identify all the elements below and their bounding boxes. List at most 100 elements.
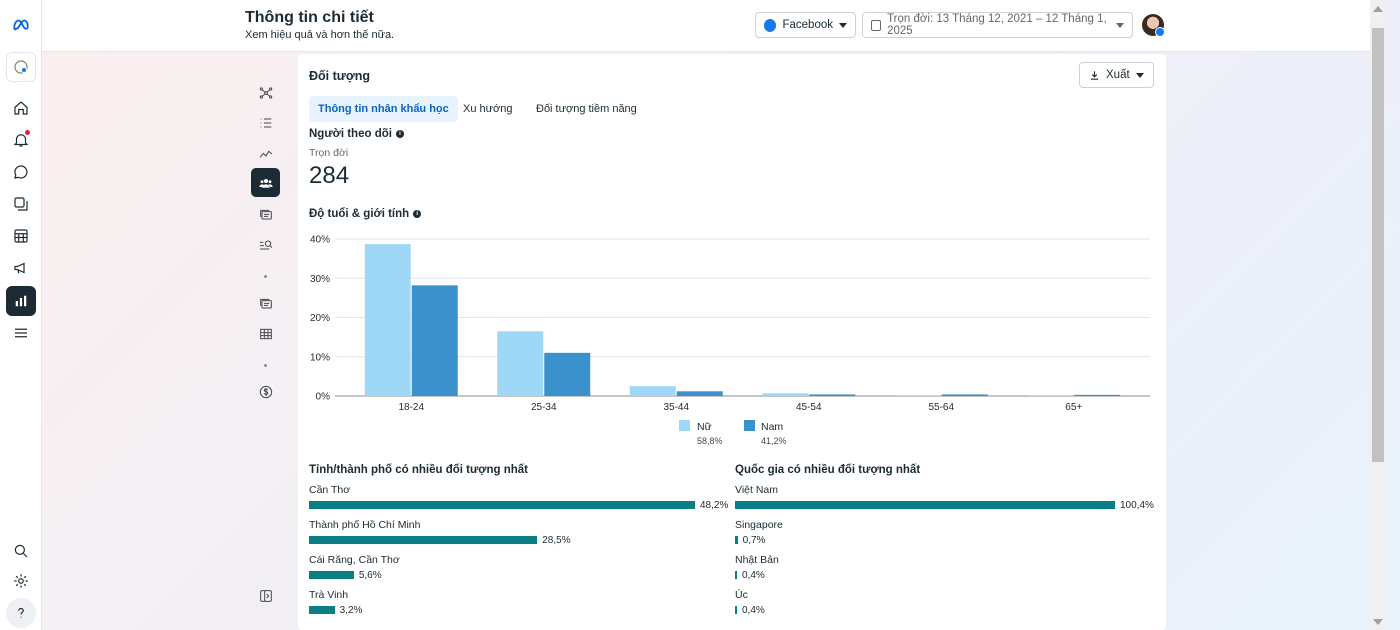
y-tick-label: 40%: [310, 235, 330, 246]
chevron-down-icon: [839, 22, 847, 28]
list-item-bar: [735, 501, 1115, 509]
content-icon[interactable]: [6, 189, 36, 219]
age-gender-title: Độ tuổi & giới tính: [309, 208, 410, 220]
card-title: Đối tượng: [309, 69, 370, 83]
export-label: Xuất: [1106, 69, 1130, 81]
list-item-name: Úc: [735, 589, 748, 601]
list-item-value: 0,4%: [742, 605, 765, 616]
x-tick-label: 55-64: [928, 402, 954, 413]
audience-card: Đối tượng Xuất Thông tin nhân khẩu học X…: [298, 54, 1166, 630]
platform-label: Facebook: [782, 19, 833, 31]
download-icon: [1090, 70, 1099, 80]
search-list-icon[interactable]: [251, 230, 280, 259]
messages-icon[interactable]: [6, 157, 36, 187]
y-tick-label: 20%: [310, 313, 330, 324]
countries-title: Quốc gia có nhiều đối tượng nhất: [735, 464, 921, 476]
page-header: Thông tin chi tiết Xem hiệu quả và hơn t…: [42, 0, 1370, 52]
list-item-name: Việt Nam: [735, 484, 778, 496]
list-item-value: 28,5%: [542, 535, 571, 546]
followers-title: Người theo dõi: [309, 128, 392, 140]
list-item-name: Cái Răng, Cần Thơ: [309, 554, 400, 566]
ad-cards-icon[interactable]: [251, 289, 280, 318]
search-icon[interactable]: [6, 536, 36, 566]
scroll-down-arrow-icon[interactable]: [1373, 619, 1383, 625]
nav-separator: [264, 364, 267, 367]
legend-swatch-female: [679, 420, 690, 431]
table-icon[interactable]: [251, 319, 280, 348]
y-tick-label: 0%: [316, 392, 331, 403]
facebook-badge-icon: [1155, 27, 1165, 37]
content-cards-icon[interactable]: [251, 200, 280, 229]
planner-icon[interactable]: [6, 221, 36, 251]
legend-pct-female: 58,8%: [697, 436, 723, 446]
global-nav: [0, 0, 42, 630]
ads-megaphone-icon[interactable]: [6, 253, 36, 283]
list-item-bar: [735, 571, 737, 579]
legend-label-male: Nam: [761, 421, 784, 433]
tab-demographics[interactable]: Thông tin nhân khẩu học: [309, 96, 458, 122]
tab-potential-audience[interactable]: Đối tượng tiềm năng: [536, 103, 637, 115]
monetization-dollar-icon[interactable]: [251, 377, 280, 406]
date-range-label: Trọn đời: 13 Tháng 12, 2021 – 12 Tháng 1…: [887, 13, 1107, 37]
list-item-name: Nhật Bản: [735, 554, 779, 566]
menu-icon[interactable]: [6, 318, 36, 348]
bar-male-25-34: [544, 352, 591, 396]
bar-female-25-34: [497, 331, 544, 396]
audience-people-icon[interactable]: [251, 168, 280, 197]
bar-male-35-44: [676, 391, 723, 396]
followers-section-title: Người theo dõi i: [309, 128, 404, 140]
bar-female-35-44: [629, 386, 676, 396]
notification-dot: [25, 130, 30, 135]
trends-line-icon[interactable]: [251, 139, 280, 168]
legend-pct-male: 41,2%: [761, 436, 787, 446]
collapse-panel-icon[interactable]: [251, 581, 280, 610]
list-item-bar: [309, 536, 538, 544]
help-icon[interactable]: [6, 598, 36, 628]
cities-title: Tỉnh/thành phố có nhiều đối tượng nhất: [309, 464, 528, 476]
info-icon[interactable]: i: [413, 210, 422, 218]
scrollbar-thumb[interactable]: [1372, 28, 1384, 462]
page-avatar-icon[interactable]: [6, 52, 36, 82]
page-subtitle: Xem hiệu quả và hơn thế nữa.: [245, 29, 395, 41]
list-item-name: Cần Thơ: [309, 484, 351, 496]
list-item-value: 3,2%: [339, 605, 363, 616]
home-icon[interactable]: [6, 93, 36, 123]
platform-selector[interactable]: Facebook: [755, 12, 856, 38]
chevron-down-icon: [1136, 72, 1144, 78]
list-item-bar: [309, 501, 695, 509]
bar-female-45-54: [762, 393, 809, 396]
x-tick-label: 25-34: [531, 402, 557, 413]
list-item-name: Thành phố Hồ Chí Minh: [309, 519, 421, 531]
age-gender-section-title: Độ tuổi & giới tính i: [309, 208, 422, 220]
list-item-bar: [309, 606, 335, 614]
bar-male-65+: [1074, 394, 1121, 396]
results-list-icon[interactable]: [251, 108, 280, 137]
info-icon[interactable]: i: [395, 130, 404, 138]
followers-count: 284: [309, 162, 350, 189]
bar-male-45-54: [809, 394, 856, 396]
followers-period: Trọn đời: [309, 147, 349, 159]
meta-logo-icon[interactable]: [6, 10, 36, 40]
y-tick-label: 30%: [310, 274, 330, 285]
y-tick-label: 10%: [310, 352, 330, 363]
bar-female-18-24: [364, 244, 411, 396]
bar-male-18-24: [411, 285, 458, 396]
scroll-up-arrow-icon[interactable]: [1373, 6, 1383, 12]
settings-gear-icon[interactable]: [6, 566, 36, 596]
page-title: Thông tin chi tiết: [245, 9, 374, 26]
x-tick-label: 45-54: [796, 402, 822, 413]
age-gender-bar-chart: 0% 10% 20% 30% 40% 18-24 25-34 35-44 45-54 55-64 6…: [310, 235, 1150, 413]
bar-male-55-64: [941, 394, 988, 396]
list-item-bar: [309, 571, 354, 579]
date-range-selector[interactable]: Trọn đời: 13 Tháng 12, 2021 – 12 Tháng 1…: [862, 12, 1133, 38]
insights-icon[interactable]: [6, 286, 36, 316]
export-button[interactable]: Xuất: [1079, 62, 1154, 88]
facebook-icon: [764, 18, 777, 32]
overview-network-icon[interactable]: [251, 78, 280, 107]
list-item-name: Trà Vinh: [309, 589, 349, 601]
notifications-icon[interactable]: [6, 125, 36, 155]
list-item-value: 0,4%: [742, 570, 765, 581]
tab-trends[interactable]: Xu hướng: [463, 103, 513, 115]
x-tick-label: 35-44: [663, 402, 689, 413]
list-item-value: 100,4%: [1120, 500, 1154, 511]
